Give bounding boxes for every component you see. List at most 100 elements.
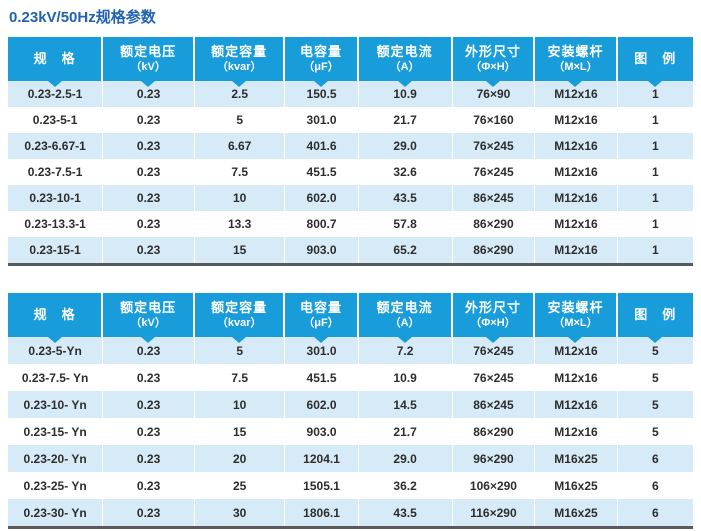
column-header-6: 外形尺寸 （Φ×H） (452, 293, 536, 343)
table-cell: 0.23 (103, 159, 195, 185)
column-header-label: 外形尺寸 (464, 44, 521, 59)
table-cell: 6.67 (194, 133, 286, 159)
table-cell: 1 (617, 159, 693, 185)
table-row: 0.23-25- Yn 0.23 25 1505.1 36.2 106×290 M16x25… (8, 472, 693, 499)
column-header-label: 规 格 (33, 307, 76, 322)
table-cell: M12x16 (535, 418, 618, 445)
table-cell: 0.23 (103, 185, 195, 211)
spec-table-1: 规 格 额定电压 （kV） 额定容量 （kvar） 电容量 （μF） 额定电流 （A） 外形尺寸 （… (8, 37, 693, 266)
column-header-unit: （kvar） (216, 317, 262, 329)
column-header-3: 额定容量 （kvar） (194, 293, 286, 343)
table-cell: M12x16 (535, 364, 618, 391)
table-cell: 29.0 (358, 445, 453, 472)
table-cell: 0.23 (103, 107, 195, 133)
table-cell: 76×245 (452, 159, 536, 185)
table-row: 0.23-10- Yn 0.23 10 602.0 14.5 86×245 M12x16 5 (8, 391, 693, 418)
table-row: 0.23-6.67-1 0.23 6.67 401.6 29.0 76×245 M12x16… (8, 133, 693, 159)
table-cell: 0.23 (103, 472, 195, 499)
table-cell: 0.23 (103, 237, 195, 263)
table-cell: 1 (617, 107, 693, 133)
table-cell: M16x25 (535, 499, 618, 526)
column-header-label: 图 例 (634, 307, 677, 322)
column-header-label: 规 格 (33, 51, 76, 66)
table-cell: 86×290 (452, 211, 536, 237)
table-row: 0.23-2.5-1 0.23 2.5 150.5 10.9 76×90 M12x16 1 (8, 81, 693, 107)
table-cell: 14.5 (358, 391, 453, 418)
table-cell: 0.23 (103, 445, 195, 472)
column-header-label: 电容量 (300, 44, 343, 59)
column-header-unit: （A） (389, 61, 420, 73)
table-gap (8, 266, 693, 293)
table-cell: 0.23 (103, 391, 195, 418)
table-cell: 1 (617, 185, 693, 211)
table-cell: 1505.1 (285, 472, 359, 499)
column-header-7: 安装螺杆 （M×L） (535, 37, 618, 87)
table-cell: 602.0 (285, 391, 359, 418)
table-cell: 903.0 (285, 237, 359, 263)
column-header-label: 额定电流 (376, 300, 433, 315)
table-cell: M16x25 (535, 472, 618, 499)
table-cell: 21.7 (358, 418, 453, 445)
column-header-5: 额定电流 （A） (358, 293, 453, 343)
table-cell: M16x25 (535, 445, 618, 472)
table-cell: 903.0 (285, 418, 359, 445)
column-header-3: 额定容量 （kvar） (194, 37, 286, 87)
table-cell: 76×245 (452, 133, 536, 159)
table-cell: 13.3 (194, 211, 286, 237)
table-cell: 5 (194, 107, 286, 133)
table-cell: M12x16 (535, 391, 618, 418)
table-cell: 43.5 (358, 185, 453, 211)
column-header-7: 安装螺杆 （M×L） (535, 293, 618, 343)
table-cell: 20 (194, 445, 286, 472)
table-cell: 0.23-7.5- Yn (8, 364, 104, 391)
table-cell: 57.8 (358, 211, 453, 237)
table-cell: 0.23-5-1 (8, 107, 104, 133)
column-header-1: 规 格 (8, 37, 104, 87)
table-row: 0.23-5-Yn 0.23 5 301.0 7.2 76×245 M12x16 5 (8, 337, 693, 364)
table-cell: 5 (617, 391, 693, 418)
table-cell: 32.6 (358, 159, 453, 185)
table-cell: 451.5 (285, 364, 359, 391)
column-header-unit: （μF） (303, 61, 339, 73)
table-cell: 7.5 (194, 364, 286, 391)
table-cell: 106×290 (452, 472, 536, 499)
table-cell: 1 (617, 133, 693, 159)
table-cell: 0.23-13.3-1 (8, 211, 104, 237)
table-cell: 1 (617, 237, 693, 263)
table-cell: 25 (194, 472, 286, 499)
column-header-2: 额定电压 （kV） (103, 37, 195, 87)
table-cell: 0.23-15-1 (8, 237, 104, 263)
table-cell: 1806.1 (285, 499, 359, 526)
table-cell: 800.7 (285, 211, 359, 237)
table-row: 0.23-20- Yn 0.23 20 1204.1 29.0 96×290 M16x25 6 (8, 445, 693, 472)
column-header-unit: （M×L） (553, 317, 598, 329)
table-cell: 65.2 (358, 237, 453, 263)
table-cell: 10.9 (358, 364, 453, 391)
column-header-2: 额定电压 （kV） (103, 293, 195, 343)
table-cell: 451.5 (285, 159, 359, 185)
column-header-label: 额定电压 (120, 44, 177, 59)
column-header-label: 额定容量 (211, 300, 268, 315)
column-header-label: 额定电流 (376, 44, 433, 59)
table-cell: 0.23-10-1 (8, 185, 104, 211)
table-cell: 1204.1 (285, 445, 359, 472)
table-cell: 10 (194, 185, 286, 211)
table-cell: 5 (617, 418, 693, 445)
table-row: 0.23-15- Yn 0.23 15 903.0 21.7 86×290 M12x16 5 (8, 418, 693, 445)
table-cell: 15 (194, 418, 286, 445)
column-header-1: 规 格 (8, 293, 104, 343)
table-cell: 76×160 (452, 107, 536, 133)
table-cell: 0.23-30- Yn (8, 499, 104, 526)
column-header-label: 外形尺寸 (464, 300, 521, 315)
table-cell: 0.23-20- Yn (8, 445, 104, 472)
column-header-unit: （μF） (303, 317, 339, 329)
table-row: 0.23-30- Yn 0.23 30 1806.1 43.5 116×290 M16x25… (8, 499, 693, 526)
header-row: 规 格 额定电压 （kV） 额定容量 （kvar） 电容量 （μF） 额定电流 （A） 外形尺寸 （… (8, 293, 693, 343)
column-header-4: 电容量 （μF） (285, 293, 359, 343)
table-row: 0.23-13.3-1 0.23 13.3 800.7 57.8 86×290 M12x16… (8, 211, 693, 237)
table-cell: 76×245 (452, 364, 536, 391)
header-row: 规 格 额定电压 （kV） 额定容量 （kvar） 电容量 （μF） 额定电流 （A） 外形尺寸 （… (8, 37, 693, 87)
column-header-4: 电容量 （μF） (285, 37, 359, 87)
column-header-unit: （A） (389, 317, 420, 329)
